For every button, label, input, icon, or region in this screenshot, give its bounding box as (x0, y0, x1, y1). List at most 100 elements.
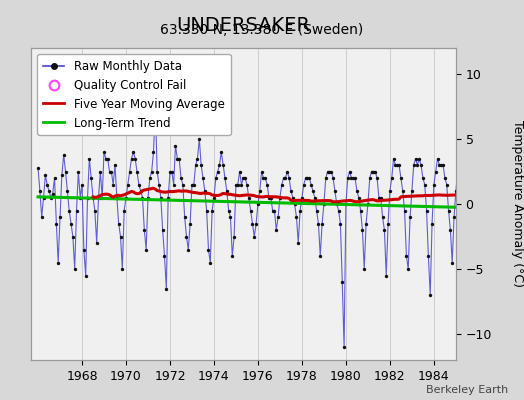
Point (105, 168, 114, 175)
Point (472, 220, 480, 227)
Point (413, 162, 422, 168)
Point (459, 168, 467, 175)
Point (136, 188, 145, 194)
Point (483, 168, 491, 175)
Point (303, 175, 312, 181)
Point (362, 220, 370, 227)
Point (234, 181, 242, 188)
Point (371, 168, 379, 175)
Point (246, 207, 255, 214)
Point (83, 194, 92, 201)
Point (241, 175, 249, 181)
Point (384, 220, 392, 227)
Point (450, 214, 458, 220)
Point (353, 188, 361, 194)
Point (464, 188, 473, 194)
Point (230, 233, 238, 240)
Point (283, 168, 291, 175)
Point (256, 188, 264, 194)
Point (415, 155, 423, 162)
Point (485, 181, 493, 188)
Point (50, 175, 59, 181)
Point (158, 227, 167, 233)
Point (63, 188, 72, 194)
Point (175, 155, 183, 162)
Point (100, 149, 108, 155)
Point (424, 253, 433, 259)
Point (235, 168, 244, 175)
Point (34, 164, 42, 171)
Point (344, 175, 352, 181)
Point (507, 175, 515, 181)
Point (419, 175, 427, 181)
Point (259, 175, 268, 181)
Point (382, 272, 390, 279)
Point (333, 201, 341, 207)
Point (69, 233, 77, 240)
Point (113, 194, 121, 201)
Point (311, 194, 319, 201)
Point (47, 194, 55, 201)
Point (479, 168, 487, 175)
Point (325, 168, 334, 175)
Point (190, 181, 198, 188)
Point (516, 227, 524, 233)
Point (71, 266, 79, 272)
Point (56, 214, 64, 220)
Point (270, 207, 279, 214)
Point (237, 181, 246, 188)
Point (290, 201, 299, 207)
Point (386, 188, 394, 194)
Point (93, 240, 101, 246)
Point (494, 227, 502, 233)
Point (512, 253, 520, 259)
Point (54, 259, 62, 266)
Point (60, 151, 68, 158)
Point (358, 227, 367, 233)
Point (41, 172, 50, 178)
Point (457, 168, 465, 175)
Point (146, 175, 154, 181)
Point (131, 155, 139, 162)
Point (281, 175, 290, 181)
Point (519, 162, 524, 168)
Point (389, 155, 398, 162)
Point (474, 188, 482, 194)
Point (118, 266, 126, 272)
Point (439, 162, 447, 168)
Point (116, 233, 125, 240)
Point (279, 175, 288, 181)
Point (397, 175, 405, 181)
Point (223, 188, 231, 194)
Point (453, 168, 462, 175)
Point (318, 220, 326, 227)
Point (267, 194, 275, 201)
Point (171, 142, 180, 149)
Point (430, 181, 438, 188)
Point (314, 220, 323, 227)
Point (327, 168, 335, 175)
Point (349, 175, 357, 181)
Point (322, 175, 330, 181)
Point (212, 175, 220, 181)
Title: UNDERSAKER: UNDERSAKER (177, 16, 311, 35)
Point (250, 233, 258, 240)
Point (96, 168, 105, 175)
Point (76, 194, 84, 201)
Point (122, 194, 130, 201)
Point (298, 194, 306, 201)
Point (410, 162, 418, 168)
Point (67, 220, 75, 227)
Point (82, 272, 90, 279)
Point (307, 181, 315, 188)
Point (217, 149, 225, 155)
Point (164, 194, 172, 201)
Point (276, 194, 284, 201)
Point (191, 162, 200, 168)
Point (366, 175, 374, 181)
Point (285, 175, 293, 181)
Point (153, 168, 161, 175)
Point (127, 155, 136, 162)
Point (426, 292, 434, 298)
Point (492, 272, 500, 279)
